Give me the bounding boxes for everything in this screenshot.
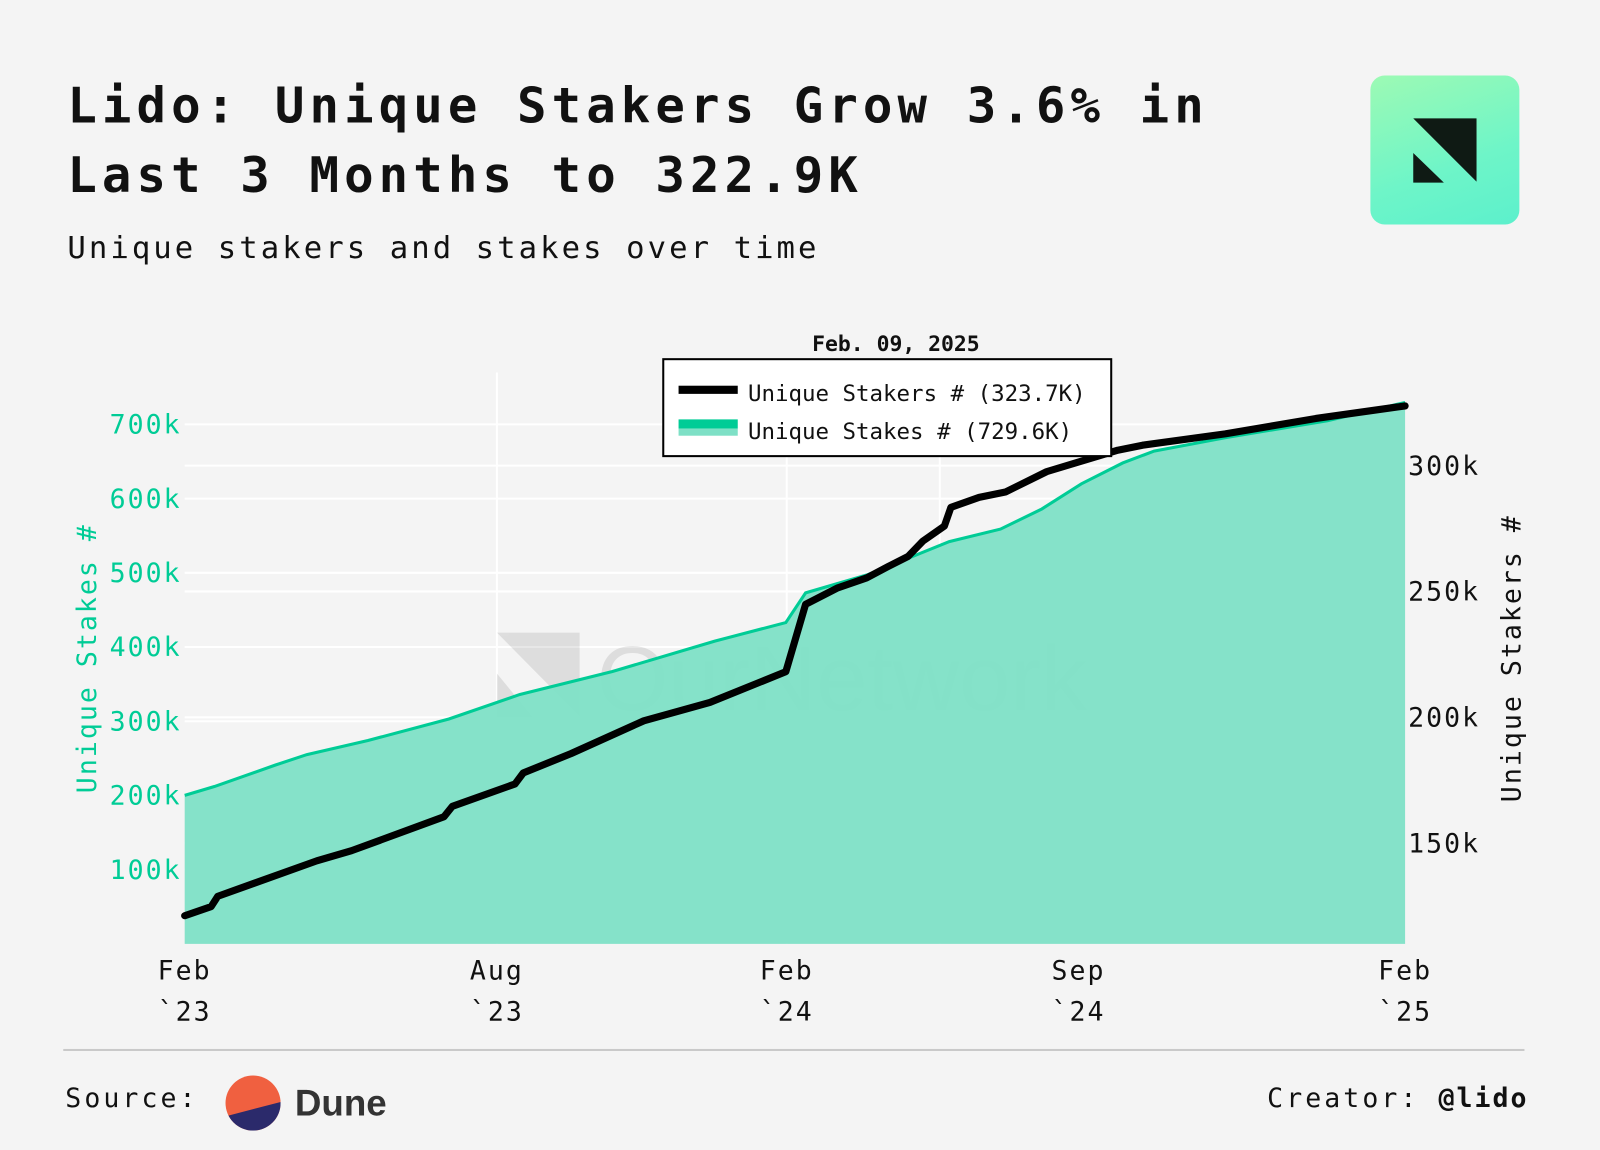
footer-divider <box>63 1048 1525 1052</box>
x-tick-label: Feb <box>1378 956 1432 987</box>
y-left-tick-label: 300k <box>110 706 182 737</box>
creator: Creator: @lido <box>1267 1084 1528 1115</box>
x-tick-label: Feb <box>158 956 212 987</box>
y-left-tick-label: 500k <box>110 558 182 589</box>
y-right-tick-label: 200k <box>1408 702 1480 733</box>
y-left-tick-label: 100k <box>110 855 182 886</box>
y-left-tick-label: 600k <box>110 484 182 515</box>
axes: 100k 200k 300k 400k 500k 600k 700k 150k 200k 250k… <box>110 410 1480 1028</box>
dune-logo-icon <box>225 1075 281 1131</box>
y-left-tick-label: 700k <box>110 410 182 441</box>
series-layer <box>181 400 1409 944</box>
hover-date: Feb. 09, 2025 <box>812 332 980 357</box>
x-tick-label: Sep <box>1052 956 1106 987</box>
x-tick-label-year: `23 <box>158 996 212 1027</box>
y-right-tick-label: 300k <box>1408 451 1480 482</box>
x-tick-label-year: `23 <box>470 996 524 1027</box>
legend-label-stakes: Unique Stakes # (729.6K) <box>748 419 1072 445</box>
y-right-tick-label: 150k <box>1408 828 1480 859</box>
legend-box <box>662 358 1113 458</box>
ournetwork-logo-icon <box>1370 75 1520 225</box>
legend-swatch-stakes <box>678 419 738 429</box>
source-label: Source: <box>65 1083 199 1115</box>
x-tick-label: Aug <box>470 956 524 987</box>
x-tick-label-year: `25 <box>1378 996 1432 1027</box>
legend: Unique Stakers # (323.7K) Unique Stakes … <box>662 358 1113 458</box>
y-axis-right-label: Unique Stakers # <box>1496 514 1527 802</box>
y-axis-left-label: Unique Stakes # <box>72 523 103 793</box>
x-tick-label-year: `24 <box>1052 996 1106 1027</box>
creator-label: Creator: <box>1267 1083 1420 1115</box>
title-rest: Unique Stakers Grow 3.6% in Last 3 Month… <box>67 77 1209 205</box>
source-name: Dune <box>294 1081 387 1124</box>
chart: OurNetwork 100k200k300k400k500k600k700k1… <box>72 332 1527 1028</box>
creator-handle: @lido <box>1438 1083 1529 1115</box>
legend-swatch-stakes-fill <box>678 428 738 436</box>
legend-swatch-stakers <box>678 385 738 394</box>
y-left-tick-label: 200k <box>110 781 182 812</box>
x-tick-label: Feb <box>760 956 814 987</box>
stakes-line <box>184 400 1406 797</box>
legend-label-stakers: Unique Stakers # (323.7K) <box>748 381 1086 407</box>
title-lead: Lido: <box>67 77 241 135</box>
x-tick-label-year: `24 <box>760 996 814 1027</box>
stakes-area <box>184 402 1406 944</box>
y-left-tick-label: 400k <box>110 632 182 663</box>
page-title: Lido: Unique Stakers Grow 3.6% in Last 3… <box>67 71 1332 210</box>
stakers-line <box>181 402 1409 920</box>
y-right-tick-label: 250k <box>1408 577 1480 608</box>
subtitle: Unique stakers and stakes over time <box>67 230 820 267</box>
